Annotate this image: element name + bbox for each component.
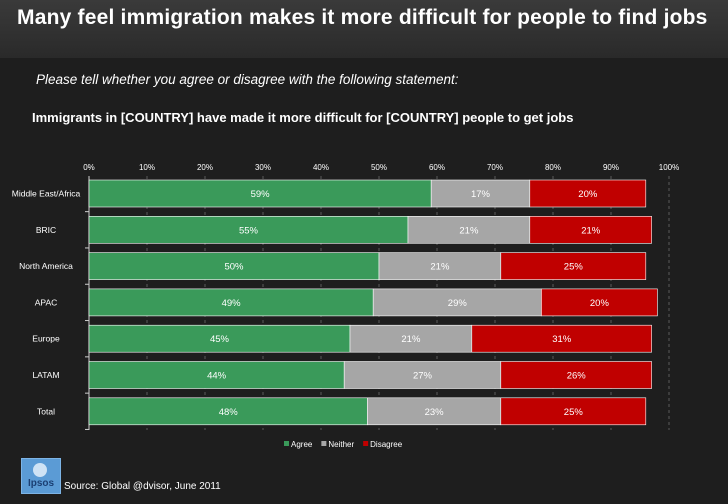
data-label: 20% — [590, 298, 610, 309]
data-label: 23% — [425, 407, 445, 418]
data-label: 44% — [207, 371, 227, 382]
category-label: APAC — [35, 297, 58, 307]
x-tick-label: 80% — [545, 163, 561, 172]
bar-segment-agree — [88, 397, 368, 426]
bar-segment-neither — [430, 179, 531, 208]
data-label: 59% — [251, 189, 271, 200]
data-label: 25% — [564, 262, 584, 273]
x-tick-label: 20% — [197, 163, 213, 172]
data-label: 29% — [448, 298, 468, 309]
x-tick-label: 70% — [487, 163, 503, 172]
data-label: 21% — [401, 334, 421, 345]
bar-segment-agree — [88, 252, 380, 280]
page-title: Many feel immigration makes it more diff… — [17, 6, 708, 29]
bar-segment-disagree — [500, 397, 647, 426]
data-label: 21% — [581, 225, 601, 236]
category-label: Middle East/Africa — [12, 189, 81, 199]
data-label: 20% — [578, 189, 598, 200]
x-tick-label: 40% — [313, 163, 329, 172]
x-tick-label: 30% — [255, 163, 271, 172]
legend-label: Agree — [291, 440, 313, 449]
data-label: 55% — [239, 225, 259, 236]
bar-segment-neither — [349, 324, 473, 353]
ipsos-logo: Ipsos — [21, 458, 61, 494]
bar-segment-disagree — [541, 288, 658, 317]
logo-circle-icon — [33, 463, 47, 477]
x-tick-label: 60% — [429, 163, 445, 172]
legend-swatch — [284, 441, 289, 446]
bar-segment-agree — [88, 179, 432, 208]
category-label: BRIC — [36, 225, 56, 235]
bar-segment-neither — [407, 216, 531, 244]
bar-segment-disagree — [471, 324, 652, 353]
source-note: Source: Global @dvisor, June 2011 — [64, 481, 221, 492]
bar-segment-disagree — [500, 252, 647, 280]
data-label: 25% — [564, 407, 584, 418]
title-bar — [0, 0, 728, 58]
data-label: 49% — [222, 298, 242, 309]
bar-segment-agree — [88, 216, 409, 244]
category-label: Europe — [32, 334, 60, 344]
data-label: 50% — [224, 262, 244, 273]
x-tick-label: 10% — [139, 163, 155, 172]
data-label: 45% — [210, 334, 230, 345]
logo-text: Ipsos — [27, 478, 55, 489]
legend-swatch — [363, 441, 369, 446]
data-label: 31% — [552, 334, 572, 345]
x-tick-label: 90% — [603, 163, 619, 172]
category-label: North America — [19, 261, 73, 271]
statement-text: Immigrants in [COUNTRY] have made it mor… — [32, 110, 574, 125]
bar-segment-agree — [88, 288, 374, 317]
legend-label: Neither — [328, 440, 354, 449]
bar-segment-neither — [372, 288, 542, 317]
data-label: 26% — [567, 371, 587, 382]
bar-segment-neither — [343, 361, 502, 389]
legend-label: Disagree — [370, 440, 403, 449]
bar-segment-agree — [88, 324, 351, 353]
bar-segment-disagree — [529, 216, 652, 244]
data-label: 27% — [413, 371, 433, 382]
category-label: LATAM — [32, 370, 59, 380]
category-label: Total — [37, 406, 55, 416]
question-text: Please tell whether you agree or disagre… — [36, 72, 459, 87]
bar-segment-disagree — [529, 179, 647, 208]
data-label: 21% — [459, 225, 479, 236]
bar-segment-neither — [378, 252, 502, 280]
data-label: 17% — [471, 189, 491, 200]
x-tick-label: 100% — [659, 163, 679, 172]
x-tick-label: 50% — [371, 163, 387, 172]
data-label: 21% — [430, 262, 450, 273]
legend-swatch — [321, 441, 327, 446]
data-label: 48% — [219, 407, 239, 418]
x-tick-label: 0% — [83, 163, 95, 172]
bar-segment-disagree — [500, 361, 652, 389]
